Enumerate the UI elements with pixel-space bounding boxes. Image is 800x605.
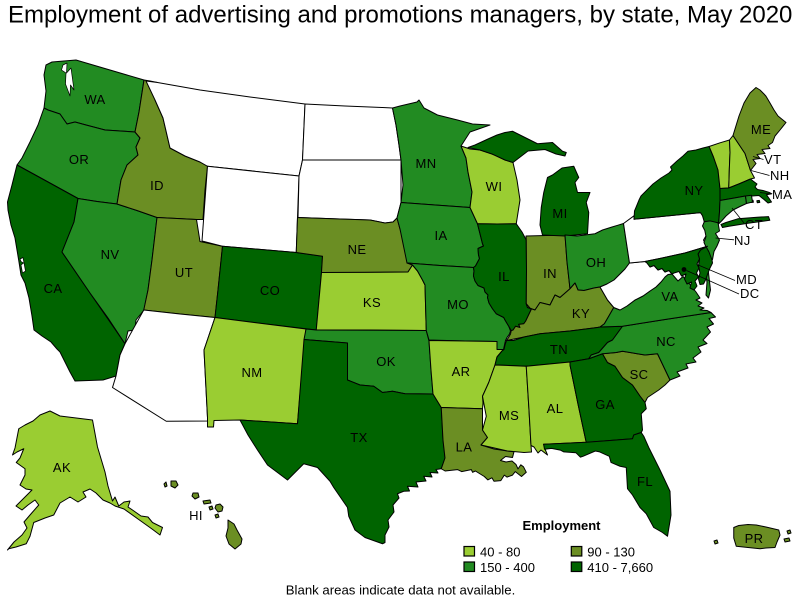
svg-text:MS: MS [499, 408, 519, 423]
svg-text:KY: KY [572, 306, 590, 321]
svg-text:SC: SC [630, 367, 649, 382]
svg-text:ME: ME [751, 122, 771, 137]
svg-text:ID: ID [150, 178, 164, 193]
svg-text:OK: OK [376, 354, 396, 369]
svg-text:MA: MA [772, 187, 792, 202]
svg-text:AR: AR [452, 364, 471, 379]
svg-text:150 - 400: 150 - 400 [480, 560, 535, 575]
svg-text:GA: GA [595, 397, 615, 412]
svg-text:NH: NH [770, 168, 790, 183]
svg-text:MD: MD [736, 272, 757, 287]
svg-text:VT: VT [764, 152, 781, 167]
svg-text:MO: MO [447, 297, 469, 312]
svg-text:OH: OH [586, 255, 606, 270]
svg-text:OR: OR [69, 152, 89, 167]
svg-text:Employment of advertising and: Employment of advertising and promotions… [8, 2, 792, 29]
svg-text:WA: WA [84, 92, 105, 107]
svg-text:NE: NE [348, 242, 367, 257]
svg-text:MI: MI [552, 206, 567, 221]
svg-text:AL: AL [547, 401, 564, 416]
svg-text:VA: VA [661, 289, 678, 304]
svg-text:NC: NC [656, 334, 676, 349]
svg-text:NM: NM [241, 365, 262, 380]
svg-text:410 - 7,660: 410 - 7,660 [587, 560, 653, 575]
svg-text:MN: MN [415, 156, 436, 171]
svg-text:LA: LA [456, 440, 473, 455]
svg-text:IA: IA [434, 228, 447, 243]
svg-text:WI: WI [486, 179, 503, 194]
svg-text:Employment: Employment [522, 518, 601, 533]
svg-text:NV: NV [101, 247, 120, 262]
svg-text:TN: TN [550, 342, 568, 357]
svg-text:NY: NY [685, 183, 704, 198]
svg-text:90 - 130: 90 - 130 [587, 545, 635, 560]
svg-text:DC: DC [740, 286, 760, 301]
svg-text:FL: FL [637, 474, 653, 489]
svg-text:UT: UT [175, 265, 193, 280]
svg-text:NJ: NJ [734, 233, 751, 248]
svg-text:Blank areas indicate data not: Blank areas indicate data not available. [286, 583, 515, 598]
svg-text:CA: CA [44, 281, 63, 296]
svg-text:40 - 80: 40 - 80 [480, 545, 520, 560]
svg-text:AK: AK [53, 460, 71, 475]
svg-text:PR: PR [745, 531, 764, 546]
svg-text:IL: IL [498, 269, 510, 284]
svg-text:HI: HI [189, 508, 203, 523]
svg-text:CO: CO [260, 283, 280, 298]
svg-text:CT: CT [745, 217, 763, 232]
svg-text:IN: IN [543, 266, 557, 281]
svg-text:TX: TX [350, 430, 367, 445]
svg-text:KS: KS [363, 295, 381, 310]
